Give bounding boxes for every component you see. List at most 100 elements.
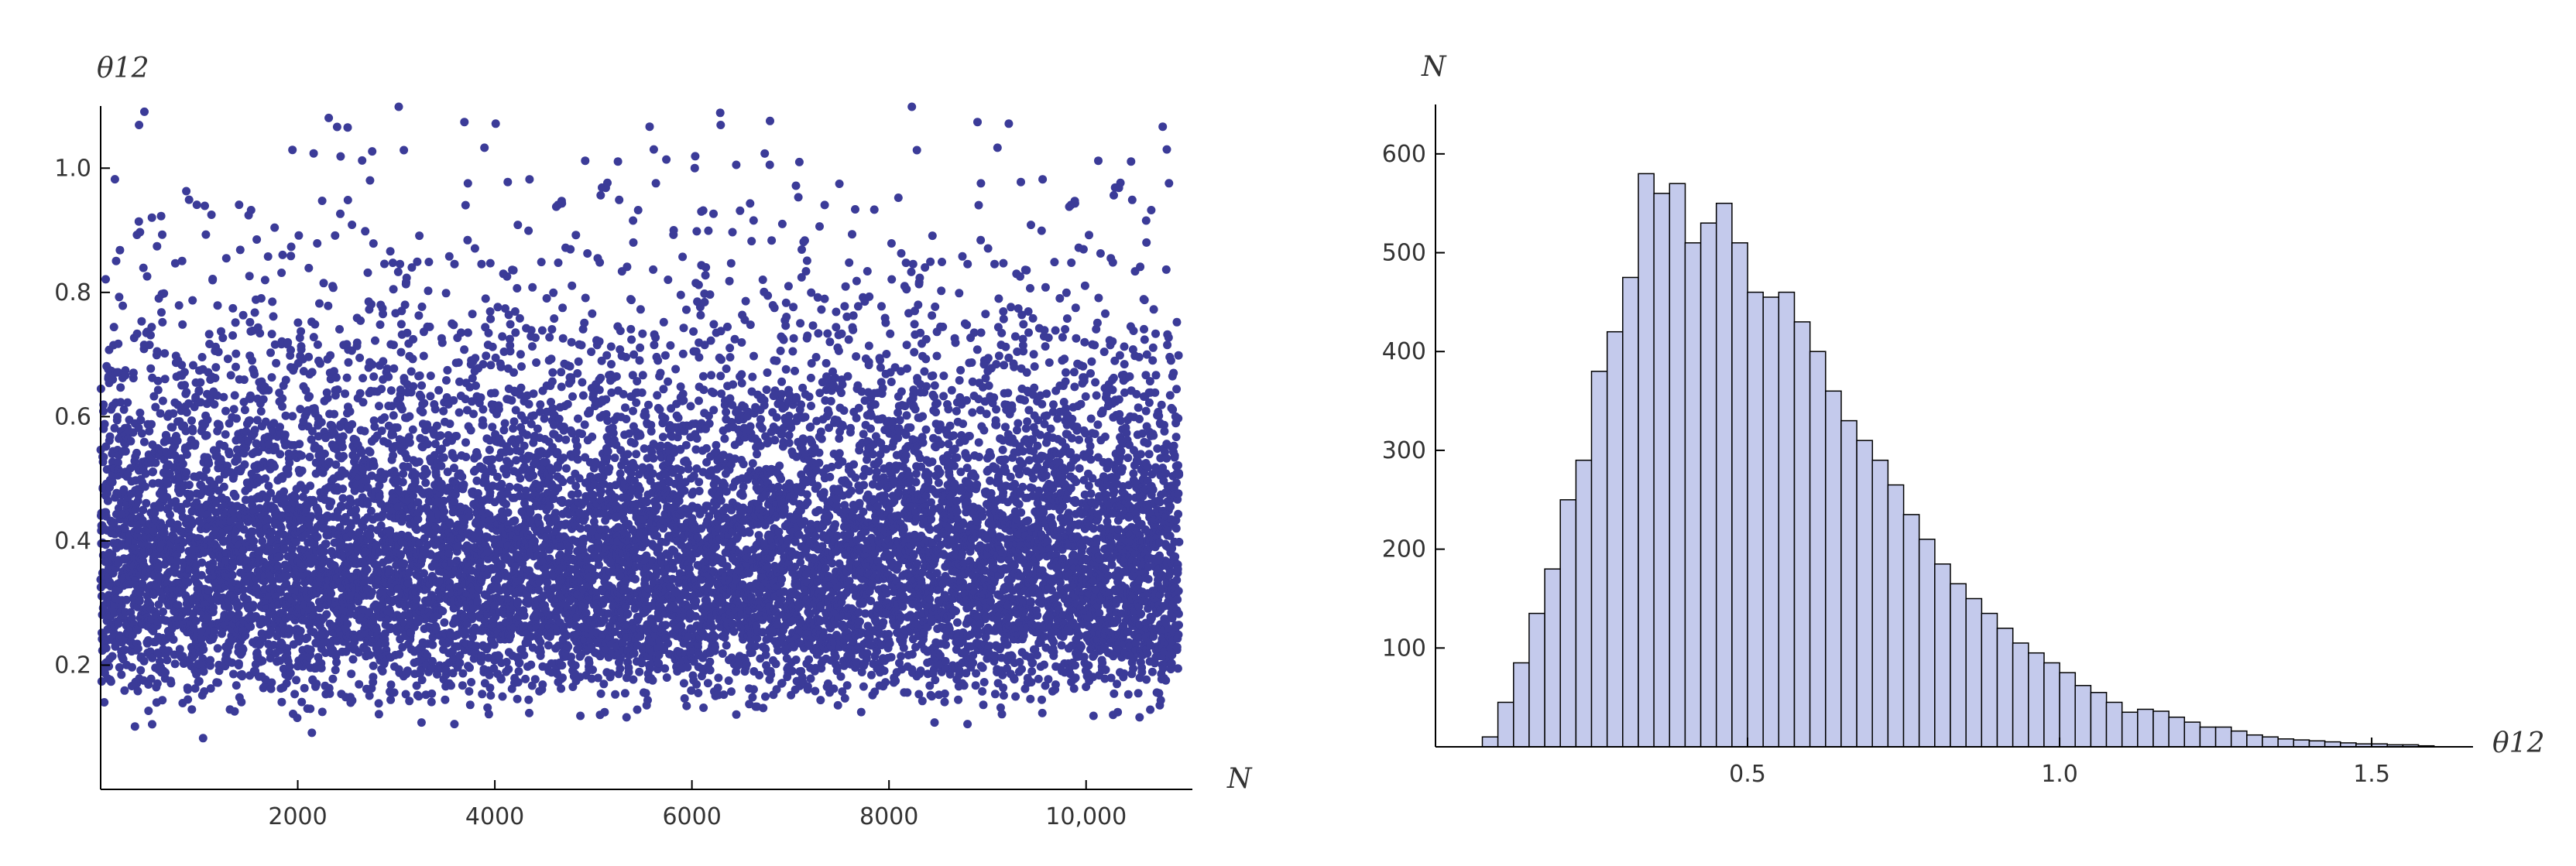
scatter-point bbox=[450, 720, 459, 729]
scatter-point bbox=[445, 419, 454, 429]
scatter-point bbox=[328, 283, 338, 293]
scatter-point bbox=[437, 461, 446, 471]
scatter-point bbox=[427, 697, 436, 707]
scatter-point bbox=[130, 722, 139, 731]
scatter-point bbox=[277, 269, 286, 277]
scatter-point bbox=[328, 674, 338, 683]
scatter-point bbox=[231, 318, 240, 327]
scatter-point bbox=[178, 320, 187, 329]
scatter-point bbox=[362, 565, 372, 574]
scatter-point bbox=[442, 376, 451, 385]
scatter-point bbox=[214, 422, 224, 431]
scatter-point bbox=[306, 704, 315, 714]
scatter-point bbox=[455, 659, 465, 668]
scatter-point bbox=[578, 391, 588, 400]
scatter-point bbox=[105, 432, 115, 441]
scatter-point bbox=[129, 368, 138, 378]
scatter-point bbox=[101, 540, 111, 549]
scatter-point bbox=[461, 630, 470, 639]
scatter-point bbox=[463, 235, 472, 245]
scatter-point bbox=[109, 518, 118, 527]
scatter-point bbox=[426, 371, 435, 381]
scatter-point bbox=[380, 259, 389, 269]
scatter-point bbox=[240, 406, 249, 415]
scatter-point bbox=[486, 691, 496, 700]
scatter-points bbox=[96, 102, 1184, 743]
scatter-point bbox=[530, 536, 539, 546]
scatter-point bbox=[151, 458, 160, 467]
scatter-point bbox=[278, 394, 287, 403]
scatter-point bbox=[369, 461, 379, 471]
scatter-point bbox=[449, 320, 458, 330]
scatter-point bbox=[135, 597, 144, 606]
scatter-point bbox=[103, 496, 112, 505]
scatter-point bbox=[414, 457, 424, 467]
scatter-point bbox=[204, 459, 214, 468]
scatter-point bbox=[485, 258, 495, 268]
scatter-point bbox=[465, 512, 474, 521]
scatter-point bbox=[267, 678, 276, 687]
scatter-point bbox=[396, 259, 405, 269]
scatter-point bbox=[210, 400, 219, 409]
scatter-point bbox=[180, 381, 189, 390]
scatter-point bbox=[417, 381, 427, 390]
scatter-point bbox=[230, 707, 239, 716]
scatter-chart: 2000 4000 6000 8000 10,000 0.20.40.60.81.0 θ… bbox=[54, 53, 1253, 830]
scatter-point bbox=[297, 451, 306, 460]
scatter-point bbox=[149, 527, 158, 536]
scatter-point bbox=[277, 697, 286, 707]
scatter-point bbox=[574, 414, 582, 423]
scatter-point bbox=[578, 430, 586, 439]
scatter-point bbox=[466, 426, 475, 435]
scatter-point bbox=[460, 118, 469, 127]
scatter-point bbox=[136, 666, 146, 675]
scatter-point bbox=[440, 507, 449, 516]
scatter-point bbox=[213, 301, 222, 310]
scatter-point bbox=[558, 334, 568, 343]
scatter-point bbox=[386, 247, 395, 256]
scatter-point bbox=[478, 405, 488, 414]
scatter-point bbox=[213, 644, 222, 653]
scatter-point bbox=[258, 656, 267, 666]
scatter-point bbox=[420, 399, 429, 408]
scatter-point bbox=[182, 468, 191, 477]
scatter-point bbox=[170, 659, 180, 669]
scatter-point bbox=[568, 392, 577, 401]
scatter-point bbox=[520, 651, 529, 659]
scatter-point bbox=[187, 416, 196, 425]
scatter-point bbox=[157, 308, 166, 317]
scatter-point bbox=[458, 669, 468, 678]
scatter-point bbox=[305, 453, 314, 461]
scatter-point bbox=[485, 307, 495, 316]
scatter-point bbox=[396, 320, 406, 329]
scatter-point bbox=[108, 375, 118, 384]
scatter-point bbox=[211, 363, 221, 372]
scatter-point bbox=[428, 656, 437, 666]
scatter-point bbox=[368, 147, 377, 156]
scatter-point bbox=[297, 697, 307, 707]
scatter-point bbox=[293, 318, 303, 327]
scatter-point bbox=[248, 527, 257, 536]
scatter-point bbox=[484, 710, 493, 719]
scatter-point bbox=[278, 250, 287, 259]
scatter-point bbox=[276, 450, 285, 459]
scatter-point bbox=[159, 608, 167, 616]
scatter-point bbox=[194, 386, 204, 395]
scatter-point bbox=[256, 294, 266, 303]
scatter-point bbox=[417, 718, 426, 727]
scatter-point bbox=[331, 373, 341, 382]
scatter-point bbox=[493, 303, 503, 312]
scatter-point bbox=[118, 301, 128, 310]
scatter-point bbox=[324, 113, 334, 122]
scatter-point bbox=[292, 676, 301, 685]
scatter-point bbox=[330, 409, 339, 419]
scatter-point bbox=[348, 696, 357, 705]
scatter-point bbox=[335, 325, 344, 334]
scatter-point bbox=[355, 353, 365, 362]
scatter-point bbox=[266, 348, 275, 358]
scatter-point bbox=[504, 665, 513, 674]
scatter-point bbox=[378, 666, 387, 676]
scatter-point bbox=[568, 281, 577, 290]
scatter-point bbox=[388, 258, 397, 268]
scatter-point bbox=[147, 213, 156, 222]
